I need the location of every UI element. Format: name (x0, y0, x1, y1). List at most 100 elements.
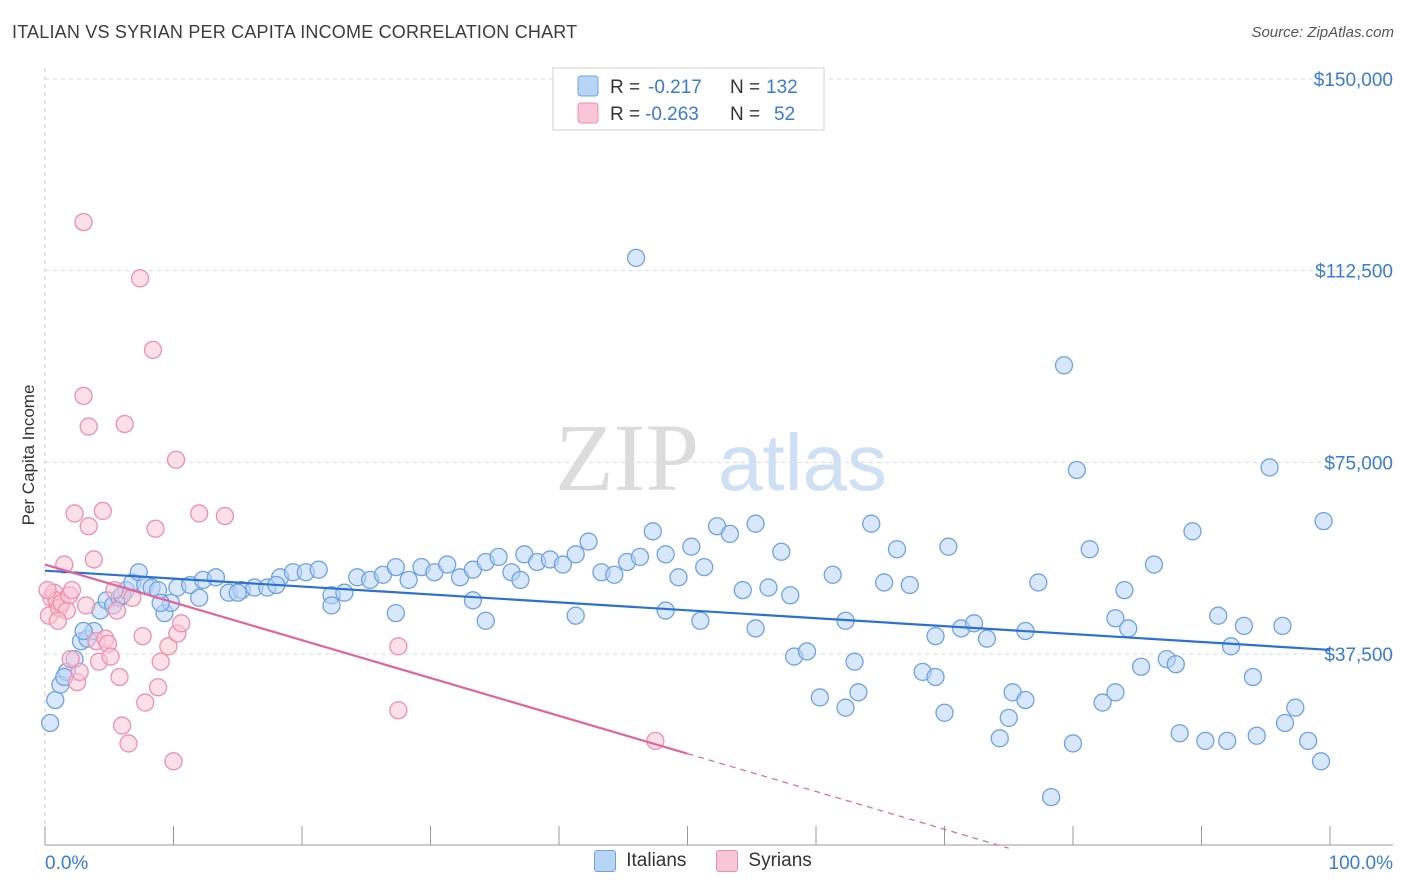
y-tick-label: $150,000 (1314, 70, 1393, 91)
legend-syrians-label: Syrians (748, 850, 812, 871)
italians-point (1063, 734, 1083, 753)
legend-swatch-italians (577, 75, 599, 97)
syrians-point (76, 596, 96, 615)
italians-point (1115, 580, 1134, 600)
y-tick-label: $75,000 (1324, 453, 1393, 474)
syrians-point (84, 550, 103, 569)
italians-point (977, 629, 997, 648)
watermark: ZIP atlas (555, 404, 887, 511)
italians-point (190, 588, 209, 607)
italians-point (781, 586, 800, 605)
italians-point (1183, 522, 1202, 541)
italians-point (1106, 683, 1125, 702)
chart-title: ITALIAN VS SYRIAN PER CAPITA INCOME CORR… (12, 22, 578, 42)
italians-point (74, 621, 93, 641)
syrians-point (115, 414, 134, 434)
italians-point (1311, 752, 1331, 771)
italians-point (566, 545, 585, 564)
italians-point (1170, 724, 1189, 743)
italians-point (1299, 731, 1318, 751)
watermark-zip: ZIP (555, 404, 699, 511)
italians-point (900, 575, 919, 595)
italians-point (926, 626, 945, 646)
italians-point (926, 667, 945, 687)
legend-swatch-syrians (577, 102, 599, 124)
syrians-point (143, 340, 163, 360)
italians-point (720, 524, 740, 544)
y-axis-title: Per Capita Income (19, 385, 38, 526)
italians-point (643, 522, 662, 541)
italians-point (553, 555, 573, 574)
syrians-point (65, 504, 84, 523)
italians-point (46, 690, 65, 710)
syrians-point (48, 611, 67, 630)
syrians-point (389, 701, 408, 720)
syrians-point (107, 601, 127, 620)
axes (44, 68, 1393, 846)
italians-point (1234, 616, 1254, 636)
syrians-point (190, 504, 209, 523)
italians-point (605, 565, 624, 584)
italians-point (566, 606, 585, 625)
source-label: Source: ZipAtlas.com (1251, 24, 1394, 41)
italians-point (1314, 511, 1333, 531)
italians-point (322, 596, 341, 615)
italians-point (1273, 616, 1292, 636)
syrians-point (166, 450, 186, 469)
italians-point (1209, 606, 1228, 625)
italians-point (862, 514, 881, 533)
italians-point (399, 570, 418, 590)
italians-point (386, 557, 405, 577)
italians-point (746, 514, 765, 533)
italians-point (1131, 657, 1151, 676)
x-tick-label: 100.0% (1329, 853, 1394, 874)
italians-point (1247, 726, 1266, 745)
italians-point (1054, 356, 1074, 375)
italians-point (1029, 573, 1048, 592)
syrians-point (74, 386, 93, 406)
italians-points (40, 248, 1333, 807)
syrians-point (110, 667, 129, 687)
italians-point (463, 591, 483, 610)
italians-point (691, 611, 710, 630)
italians-point (733, 580, 752, 600)
italians-point (489, 547, 508, 567)
syrians-point (146, 519, 165, 538)
syrians-point (93, 501, 112, 521)
italians-point (630, 547, 650, 567)
italians-point (772, 542, 791, 561)
italians-point (695, 557, 714, 577)
italians-swatch (594, 850, 617, 872)
italians-point (990, 729, 1009, 748)
legend-top: R = -0.217 N = 132 R = -0.263 N = 52 (552, 67, 825, 131)
legend-syrians-n-value: 52 (774, 104, 795, 125)
syrians-point (164, 752, 183, 771)
italians-point (656, 545, 675, 564)
legend-item-syrians[interactable]: Syrians (716, 850, 812, 872)
italians-point (935, 703, 954, 722)
legend-bottom: Italians Syrians (0, 850, 1406, 872)
italians-point (874, 573, 894, 592)
legend-italians-r-value: -0.217 (648, 77, 702, 98)
watermark-atlas: atlas (718, 418, 887, 507)
syrians-trend-line (44, 563, 688, 755)
italians-point (511, 570, 530, 590)
italians-point (386, 603, 405, 623)
syrians-point (215, 506, 235, 526)
italians-point (810, 688, 830, 707)
syrians-point (133, 626, 152, 646)
italians-point (335, 583, 354, 602)
syrians-point (38, 580, 57, 600)
italians-point (1042, 787, 1061, 807)
syrians-trend-extension (687, 753, 1009, 849)
x-tick-labels: 0.0% 100.0% (45, 853, 1393, 874)
gridlines (45, 78, 1393, 655)
italians-point (999, 708, 1018, 728)
italians-point (836, 698, 855, 717)
italians-point (656, 601, 675, 620)
italians-point (476, 611, 495, 630)
syrians-point (112, 716, 132, 735)
legend-item-italians[interactable]: Italians (594, 850, 686, 872)
legend-syrians-r-label: R = (610, 104, 640, 125)
